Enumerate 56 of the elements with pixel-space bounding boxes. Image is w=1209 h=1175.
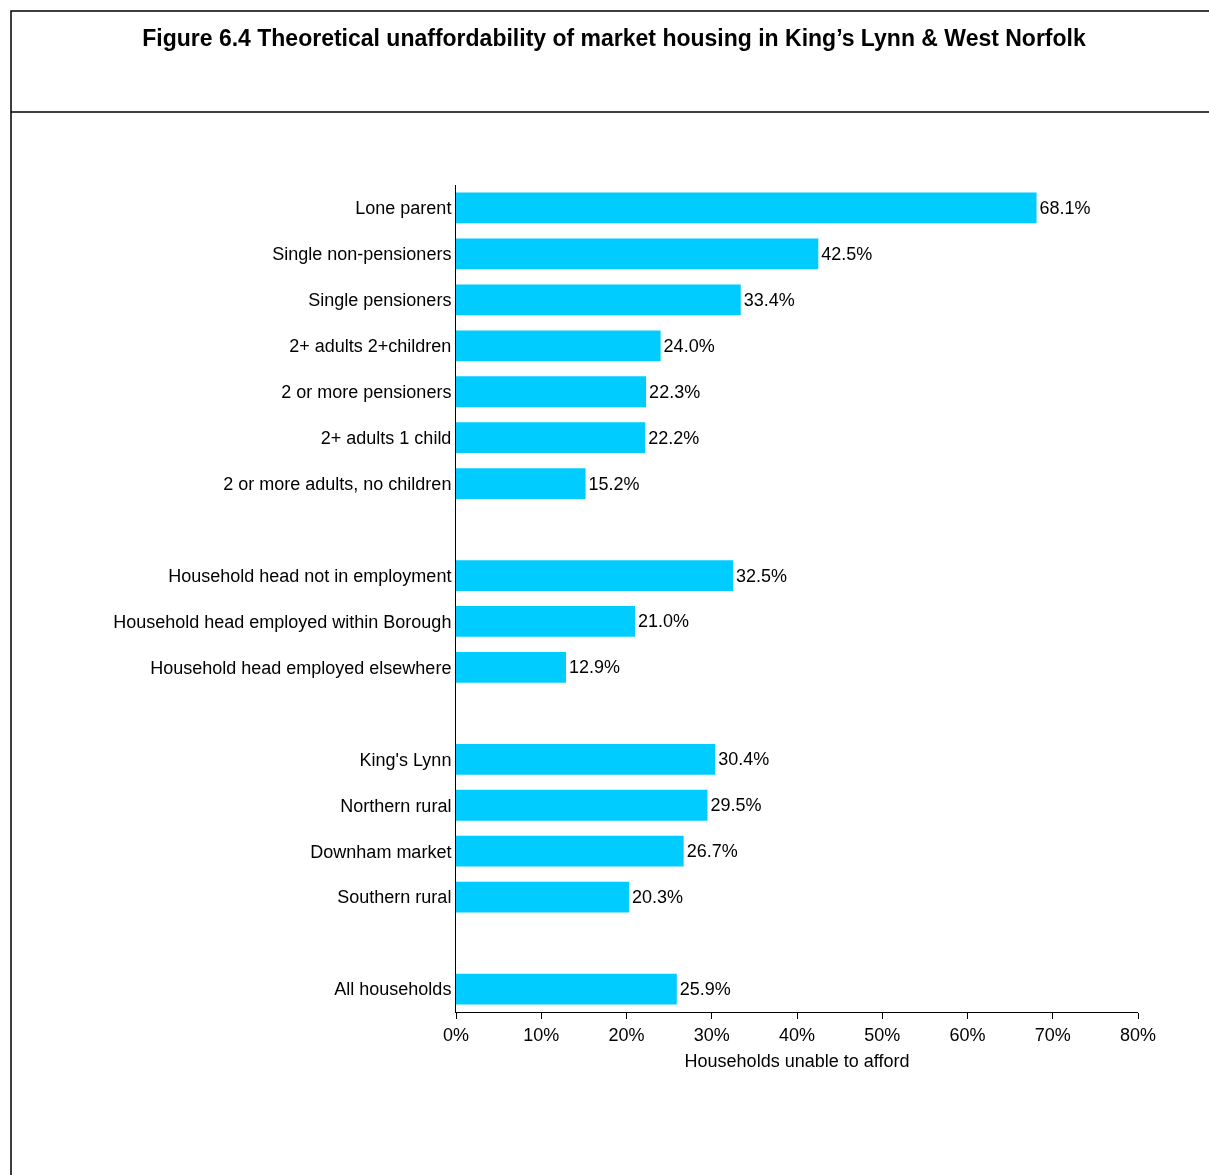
data-label: 22.2%: [648, 427, 700, 448]
chart-title: Figure 6.4 Theoretical unaffordability of market housing in King’s Lynn & West Norfolk: [142, 25, 1086, 52]
y-tick-label: Single non-pensioners: [272, 244, 452, 265]
y-tick-label: Lone parent: [355, 198, 452, 219]
bar: [456, 835, 684, 867]
data-label: 12.9%: [568, 657, 621, 678]
y-tick-label: Southern rural: [337, 887, 452, 908]
y-tick-label: Household head not in employment: [168, 565, 452, 586]
bar: [456, 789, 708, 821]
x-tick-label: 70%: [1034, 1024, 1071, 1045]
data-label: 24.0%: [663, 335, 715, 356]
y-tick-label: Single pensioners: [308, 290, 452, 311]
data-label: 26.7%: [686, 841, 738, 862]
data-label: 32.5%: [736, 565, 788, 586]
bar: [456, 330, 661, 362]
x-tick-label: 50%: [864, 1024, 901, 1045]
y-tick-label: King's Lynn: [359, 749, 452, 770]
x-tick-label: 80%: [1119, 1024, 1157, 1045]
bar: [456, 238, 819, 270]
x-tick-label: 30%: [693, 1024, 730, 1045]
x-axis-title: Households unable to afford: [684, 1050, 910, 1071]
bar: [456, 468, 586, 500]
bar: [456, 422, 646, 454]
bar: [456, 973, 677, 1005]
bar: [456, 192, 1037, 224]
x-tick-label: 20%: [608, 1024, 645, 1045]
data-label: 29.5%: [710, 795, 762, 816]
y-tick-label: Downham market: [310, 841, 452, 862]
data-label: 20.3%: [632, 887, 684, 908]
y-tick-label: 2+ adults 1 child: [320, 427, 452, 448]
y-tick-label: 2 or more adults, no children: [223, 473, 452, 494]
x-tick-label: 60%: [949, 1024, 986, 1045]
bar: [456, 881, 630, 913]
x-tick-label: 0%: [442, 1024, 470, 1045]
bar: [456, 284, 741, 316]
data-label: 33.4%: [743, 289, 795, 310]
x-tick-label: 10%: [523, 1024, 560, 1045]
data-label: 42.5%: [821, 243, 873, 264]
y-tick-label: Household head employed within Borough: [113, 611, 452, 632]
x-tick-label: 40%: [778, 1024, 816, 1045]
data-label: 68.1%: [1039, 197, 1091, 218]
y-tick-label: 2 or more pensioners: [281, 382, 452, 403]
y-tick-label: Household head employed elsewhere: [150, 657, 452, 678]
bar: [456, 743, 716, 775]
bar: [456, 652, 566, 683]
data-label: 25.9%: [679, 979, 731, 1000]
data-label: 15.2%: [588, 473, 640, 494]
bar: [456, 606, 636, 637]
bar: [456, 560, 734, 591]
data-label: 21.0%: [638, 611, 690, 632]
y-tick-label: Northern rural: [340, 795, 452, 816]
bar: [456, 376, 647, 408]
data-label: 30.4%: [718, 749, 770, 770]
y-tick-label: All households: [334, 979, 452, 1000]
data-label: 22.3%: [649, 381, 701, 402]
y-tick-label: 2+ adults 2+children: [289, 336, 452, 357]
